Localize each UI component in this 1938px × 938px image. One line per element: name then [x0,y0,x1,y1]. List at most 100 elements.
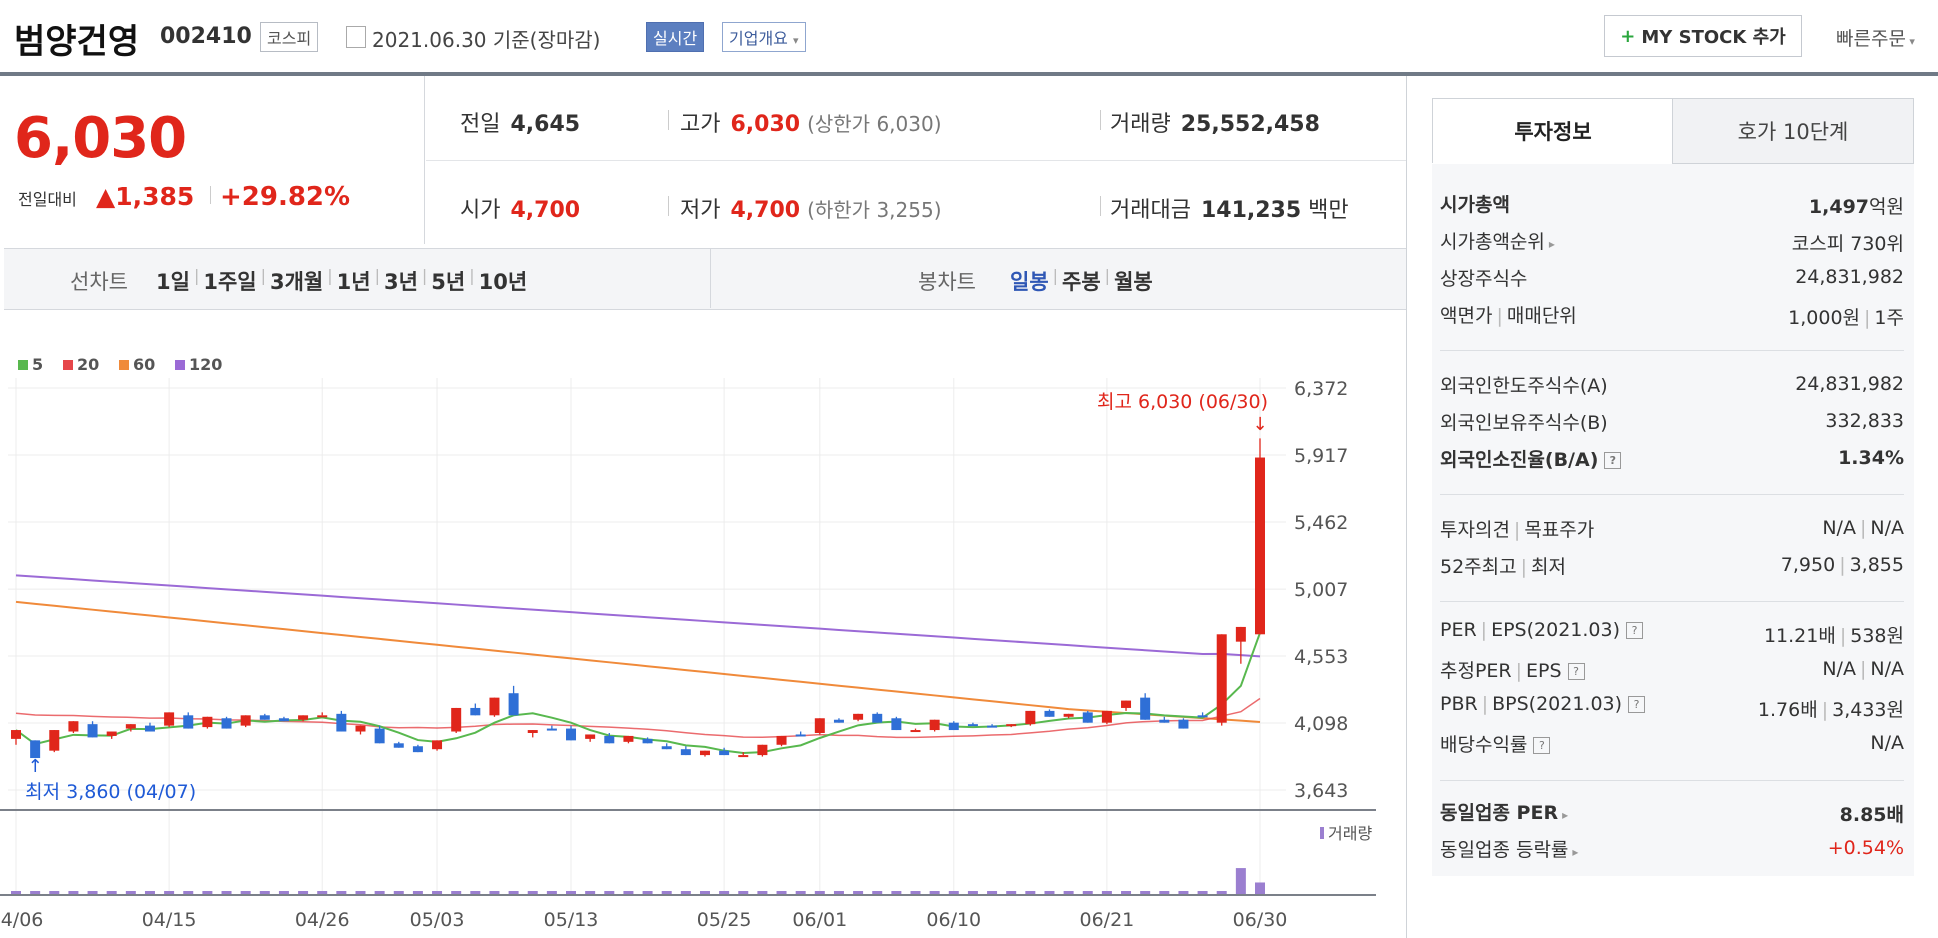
volume-legend-swatch [1320,827,1324,839]
stat-prev: 전일 4,645 [460,112,581,137]
ma-120-line [15,574,1261,658]
realtime-button[interactable]: 실시간 [646,22,705,52]
candle [1197,715,1208,718]
help-icon[interactable]: ? [1533,737,1551,754]
candle [125,724,136,729]
volume-bar [144,891,155,894]
candle [11,730,21,739]
candle [853,713,864,720]
add-mystock-button[interactable]: + MY STOCK 추가 [1604,15,1802,57]
period-3m[interactable]: 3개월 [269,270,324,294]
candle [49,730,60,751]
volume-bar [1082,891,1093,894]
candle [738,755,749,758]
candle [374,728,385,744]
candle [566,728,577,741]
est-per-row: 추정PER | EPS? N/A | N/A [1440,658,1904,682]
candle [1121,700,1132,708]
tab-hoga-10[interactable]: 호가 10단계 [1672,98,1914,164]
listed-shares-row: 상장주식수 24,831,982 [1440,266,1904,290]
volume-bar [910,891,921,894]
volume-bar [30,891,41,894]
volume-bar [49,891,60,894]
candle-weekly[interactable]: 주봉 [1062,270,1101,294]
candle-daily[interactable]: 일봉 [1010,270,1049,294]
period-1d[interactable]: 1일 [156,270,190,294]
volume-bar [240,891,251,894]
legend-swatch [18,360,28,370]
period-10y[interactable]: 10년 [478,270,528,294]
legend-label: 20 [77,355,99,374]
stock-header [0,0,1938,76]
x-tick-label: 06/01 [792,909,847,931]
volume-bar [317,891,328,894]
high-annotation: 최고 6,030 (06/30) [1097,391,1268,413]
stat-low: 저가 4,700 (하한가 3,255) [680,198,942,223]
y-tick-label: 3,643 [1294,780,1348,802]
industry-change-row[interactable]: 동일업종 등락률 ▸ +0.54% [1440,837,1904,861]
stat-amount: 거래대금 141,235 백만 [1110,198,1349,223]
volume-bar [489,891,500,894]
legend-swatch [175,360,185,370]
calendar-icon [346,26,366,48]
period-5y[interactable]: 5년 [431,270,466,294]
candle [623,735,634,742]
x-tick-label: 04/06 [0,909,43,931]
legend-label: 120 [189,355,222,374]
candle [642,738,653,744]
diff-label: 전일대비 [18,190,77,209]
legend-swatch [63,360,73,370]
volume-bar [393,891,404,894]
volume-bar [853,891,864,894]
candle [1216,634,1227,723]
candle [278,718,289,722]
legend-label: 60 [133,355,155,374]
stat-row-2 [426,161,1406,245]
candle [30,740,41,759]
period-3y[interactable]: 3년 [383,270,418,294]
volume-bar [298,891,309,894]
tab-invest-info[interactable]: 투자정보 [1432,98,1674,163]
volume-bar [929,891,940,894]
candle [833,719,844,723]
x-tick-label: 05/03 [410,909,465,931]
market-cap-rank-row[interactable]: 시가총액순위 ▸ 코스피 730위 [1440,231,1904,255]
y-tick-label: 6,372 [1294,378,1348,400]
candle [355,725,366,732]
help-icon[interactable]: ? [1567,663,1585,680]
candle [393,743,404,748]
candle [527,730,538,733]
candle-monthly[interactable]: 월봉 [1114,270,1153,294]
candle [814,718,825,733]
volume-bar [183,891,194,894]
help-icon[interactable]: ? [1628,696,1646,713]
volume-bar [680,891,691,894]
stat-open: 시가 4,700 [460,198,581,223]
stock-candle-chart[interactable]: 5 20 60 120 6,372 5,917 5,462 5,007 4,553 4,098 3,… [0,340,1406,938]
industry-per-row[interactable]: 동일업종 PER ▸ 8.85배 [1440,802,1904,826]
candle [585,734,596,739]
volume-bar [374,891,385,894]
volume-bar [355,891,366,894]
candle [317,715,328,718]
overview-label: 기업개요 [729,29,788,48]
volume-bar [1063,891,1074,894]
candle [1082,712,1093,723]
period-1y[interactable]: 1년 [336,270,371,294]
right-tabs: 투자정보 호가 10단계 [1432,98,1914,164]
divider [1100,196,1101,216]
volume-bar [948,891,959,894]
volume-bar [699,891,710,894]
volume-bar [546,891,557,894]
price-diff-value: 1,385 [115,182,195,211]
quick-order-dropdown[interactable]: 빠른주문 ▾ [1836,24,1915,51]
down-arrow-icon: ↓ [1252,414,1267,435]
help-icon[interactable]: ? [1604,452,1622,469]
volume-bar [585,891,596,894]
period-1w[interactable]: 1주일 [203,270,257,294]
base-date: 2021.06.30 기준(장마감) [372,28,601,52]
volume-bar [164,891,175,894]
candle [298,715,309,720]
help-icon[interactable]: ? [1626,622,1643,639]
company-overview-dropdown[interactable]: 기업개요 ▾ [722,22,806,52]
